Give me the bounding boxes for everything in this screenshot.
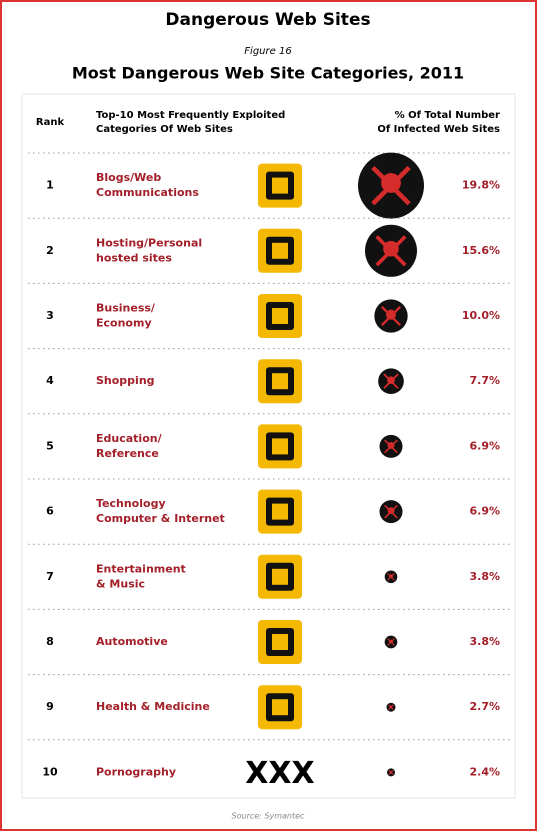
rank: 10 [42, 765, 58, 778]
skull [387, 376, 395, 385]
category: Automotive [96, 635, 168, 648]
percent: 2.7% [469, 700, 500, 713]
category: Blogs/Web [96, 171, 161, 184]
category: Education/ [96, 432, 163, 445]
icon-detail [272, 177, 288, 194]
category: Economy [96, 317, 152, 330]
category: Shopping [96, 374, 155, 387]
category: & Music [96, 577, 145, 590]
icon-detail [272, 438, 288, 455]
title: Dangerous Web Sites [165, 10, 370, 30]
icon-detail [272, 308, 288, 324]
category: Technology [96, 497, 166, 510]
rank: 9 [46, 700, 54, 713]
icon-detail [272, 699, 288, 716]
icon-text: XXX [245, 756, 314, 791]
icon-detail [272, 503, 288, 520]
category: hosted sites [96, 251, 172, 264]
column-header: Categories Of Web Sites [96, 124, 233, 135]
rank: 6 [46, 505, 54, 518]
rank: 5 [46, 439, 54, 452]
rank: 4 [46, 374, 54, 387]
percent: 6.9% [469, 439, 500, 452]
skull [389, 574, 393, 579]
icon-detail [272, 568, 288, 585]
rank: 1 [46, 179, 54, 192]
icon-detail [272, 242, 288, 259]
percent: 6.9% [469, 505, 500, 518]
percent: 3.8% [469, 570, 500, 583]
percent: 15.6% [462, 244, 500, 257]
rank: 3 [46, 309, 54, 322]
rank: 7 [46, 570, 54, 583]
percent: 3.8% [469, 635, 500, 648]
skull [383, 240, 399, 257]
skull [381, 173, 401, 193]
percent: 10.0% [462, 309, 500, 322]
figure-label: Figure 16 [244, 46, 291, 57]
rank: 2 [46, 244, 54, 257]
column-header: Of Infected Web Sites [377, 124, 500, 135]
source: Source: Symantec [232, 812, 306, 821]
skull [389, 639, 393, 644]
percent: 7.7% [469, 374, 500, 387]
category: Hosting/Personal [96, 236, 202, 249]
category: Pornography [96, 765, 176, 778]
icon-detail [272, 634, 288, 650]
category: Entertainment [96, 562, 186, 575]
percent: 19.8% [462, 179, 500, 192]
category: Communications [96, 186, 199, 199]
column-header: Rank [36, 117, 65, 128]
category: Reference [96, 447, 159, 460]
skull [389, 705, 393, 709]
skull [387, 507, 395, 515]
icon-detail [272, 373, 288, 390]
subtitle: Most Dangerous Web Site Categories, 2011 [72, 64, 464, 83]
column-header: % Of Total Number [395, 110, 500, 121]
category: Health & Medicine [96, 700, 210, 713]
percent: 2.4% [469, 765, 500, 778]
skull [389, 770, 393, 774]
column-header: Top-10 Most Frequently Exploited [96, 110, 285, 121]
skull [387, 442, 395, 449]
rank: 8 [46, 635, 54, 648]
category: Computer & Internet [96, 512, 225, 525]
skull [386, 309, 396, 320]
category: Business/ [96, 302, 156, 315]
